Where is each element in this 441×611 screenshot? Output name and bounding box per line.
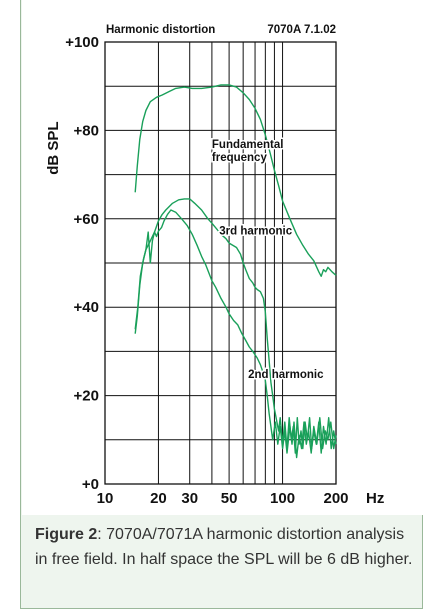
x-tick-label: 20 — [150, 490, 167, 507]
plot-frame — [104, 41, 337, 485]
x-tick-label: 100 — [270, 490, 295, 507]
y-axis-label: dB SPL — [45, 121, 62, 174]
series-label: frequency — [212, 152, 268, 164]
model-label: 7070A 7.1.02 — [267, 24, 336, 36]
figure-label: Figure 2 — [35, 526, 98, 543]
x-tick-label: 200 — [323, 490, 348, 507]
y-tick-label: +0 — [82, 476, 99, 493]
series-line-2nd-harmonic — [134, 209, 337, 459]
y-tick-label: +100 — [65, 34, 99, 51]
y-tick-label: +60 — [74, 211, 99, 228]
x-tick-label: 50 — [221, 490, 238, 507]
plot-panel: Fundamental frequency 3rd harmonic 2nd harm… — [22, 0, 423, 515]
y-tick-label: +40 — [74, 299, 99, 316]
y-tick-label: +20 — [74, 388, 99, 405]
x-tick-label: 10 — [97, 490, 114, 507]
x-tick-label: 30 — [181, 490, 198, 507]
chart-title: Harmonic distortion — [106, 24, 215, 36]
series-label: 3rd harmonic — [219, 225, 292, 237]
y-tick-label: +80 — [74, 122, 99, 139]
series-line-3rd-harmonic — [134, 198, 337, 454]
series-label: 2nd harmonic — [248, 369, 324, 381]
figure-frame: Fundamental frequency 3rd harmonic 2nd harm… — [20, 0, 423, 609]
x-axis-label: Hz — [366, 490, 384, 507]
series-label: Fundamental — [212, 139, 284, 151]
figure-caption: Figure 2: 7070A/7071A harmonic distortio… — [35, 522, 413, 572]
series-line-fundamental-frequency — [134, 84, 337, 277]
caption-text: : 7070A/7071A harmonic distortion analys… — [35, 526, 413, 568]
